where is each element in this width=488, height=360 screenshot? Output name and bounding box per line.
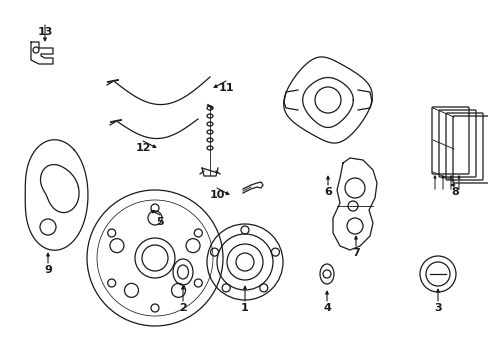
Text: 9: 9 <box>44 265 52 275</box>
Text: 6: 6 <box>324 187 331 197</box>
Text: 1: 1 <box>241 303 248 313</box>
Text: 7: 7 <box>351 248 359 258</box>
Text: 13: 13 <box>37 27 53 37</box>
Text: 5: 5 <box>156 217 163 227</box>
Text: 12: 12 <box>135 143 150 153</box>
Text: 2: 2 <box>179 303 186 313</box>
Text: 11: 11 <box>218 83 233 93</box>
Text: 4: 4 <box>323 303 330 313</box>
Text: 10: 10 <box>209 190 224 200</box>
Text: 8: 8 <box>450 187 458 197</box>
Text: 3: 3 <box>433 303 441 313</box>
